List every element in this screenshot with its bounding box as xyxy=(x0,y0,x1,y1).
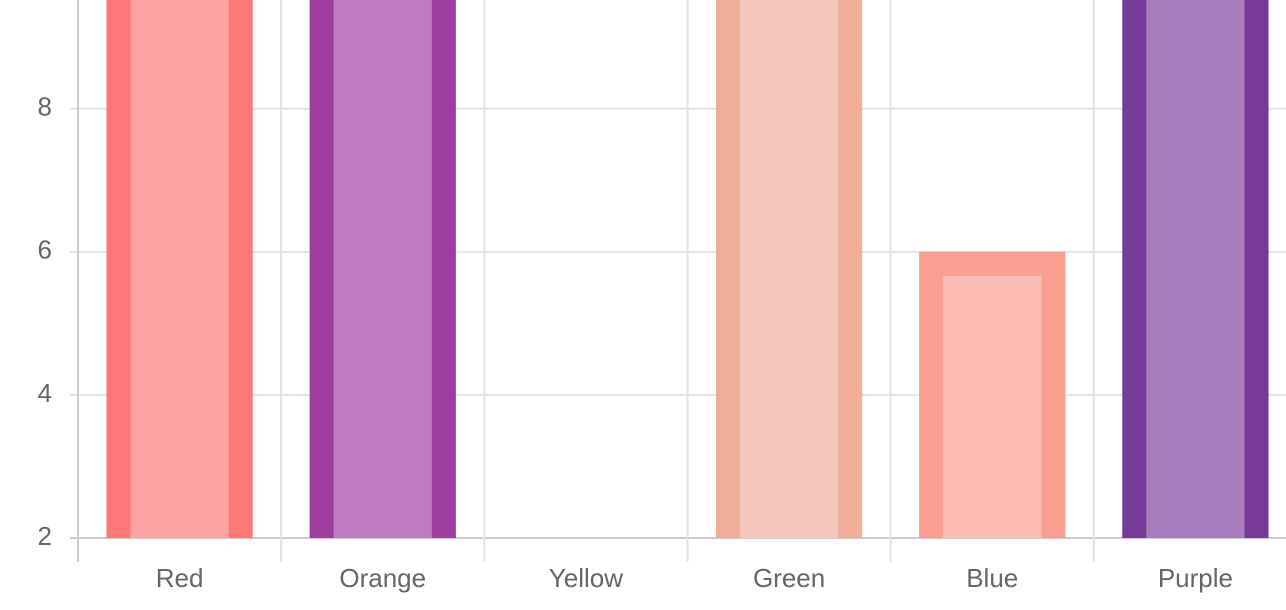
y-tick-label: 8 xyxy=(38,92,52,122)
y-tick-label: 4 xyxy=(38,378,52,408)
x-tick-label: Purple xyxy=(1158,563,1233,593)
bar-fill xyxy=(739,0,839,538)
x-tick-label: Red xyxy=(156,563,204,593)
x-tick-label: Orange xyxy=(339,563,426,593)
x-tick-label: Green xyxy=(753,563,825,593)
bar-fill xyxy=(943,275,1042,538)
x-tick-label: Blue xyxy=(966,563,1018,593)
y-tick-label: 2 xyxy=(38,521,52,551)
bar-fill xyxy=(130,0,229,538)
bar-fill xyxy=(1146,0,1245,538)
x-tick-label: Yellow xyxy=(549,563,623,593)
bars xyxy=(106,0,1269,538)
y-tick-label: 6 xyxy=(38,235,52,265)
grid xyxy=(70,0,1286,562)
bar-fill xyxy=(333,0,432,538)
labels: 2 4 6 8 Red Orange Yellow Green Blue Purple xyxy=(38,92,1233,593)
